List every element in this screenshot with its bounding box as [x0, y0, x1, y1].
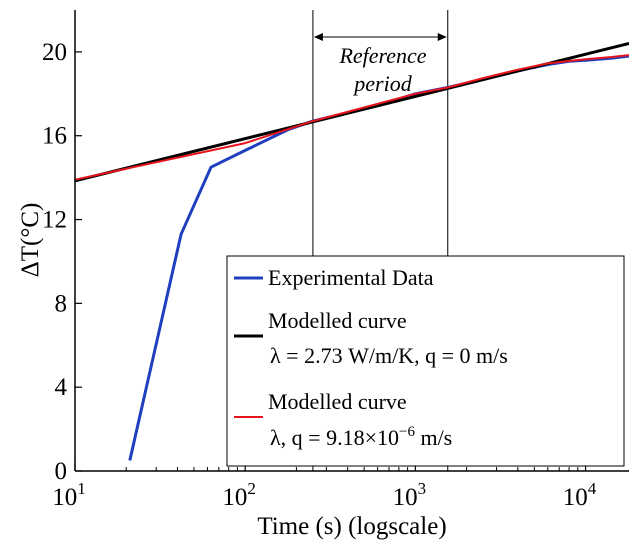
x-tick-label-10000: 104	[563, 479, 597, 511]
legend-label-modelled-black-line1: Modelled curve	[268, 308, 407, 333]
reference-arrow-head-left	[313, 33, 323, 41]
x-tick-label-10: 101	[52, 479, 86, 511]
y-tick-label-16: 16	[42, 123, 67, 150]
series-modelled-red-line	[74, 54, 629, 181]
y-tick-label-8: 8	[55, 290, 68, 317]
reference-label-line2: period	[352, 71, 412, 96]
legend-label-modelled-red-line1: Modelled curve	[268, 389, 407, 414]
y-axis-title: ΔT(°C)	[17, 203, 44, 278]
legend-box	[226, 255, 625, 467]
y-tick-label-0: 0	[55, 458, 68, 485]
x-tick-label-100: 102	[222, 479, 255, 511]
x-tick-label-1000: 103	[393, 479, 427, 511]
y-tick-label-4: 4	[55, 374, 68, 401]
reference-arrow-head-right	[437, 33, 447, 41]
y-tick-label-12: 12	[42, 207, 67, 234]
y-tick-label-20: 20	[42, 39, 67, 66]
legend-label-experimental: Experimental Data	[268, 265, 434, 290]
legend-label-modelled-black-line2: λ = 2.73 W/m/K, q = 0 m/s	[270, 343, 508, 368]
legend-label-modelled-red-line2: λ, q = 9.18×10−6 m/s	[270, 424, 452, 450]
reference-label-line1: Reference	[338, 43, 426, 68]
x-axis-title: Time (s) (logscale)	[257, 513, 446, 540]
